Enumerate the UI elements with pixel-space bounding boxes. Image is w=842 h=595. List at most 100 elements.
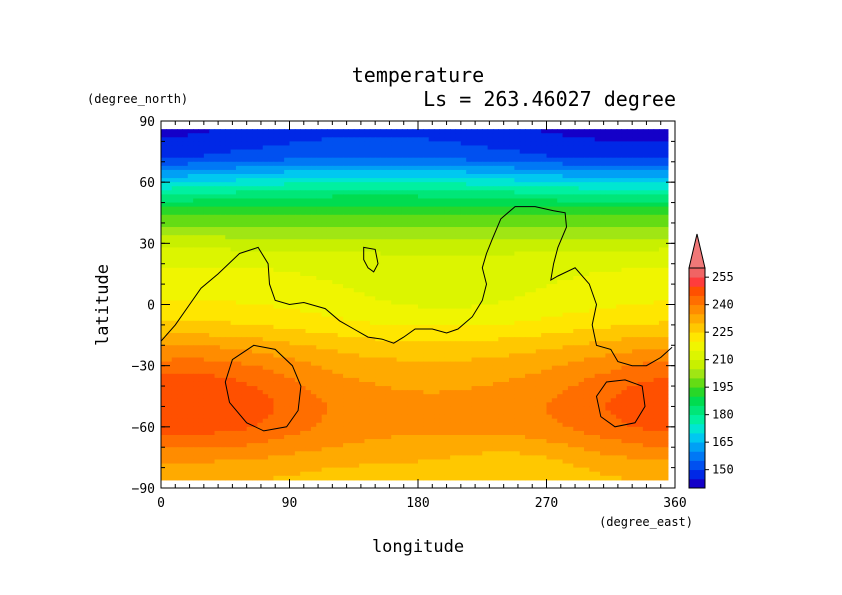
heatmap-cell xyxy=(476,129,483,134)
heatmap-cell xyxy=(273,182,280,187)
heatmap-cell xyxy=(219,284,226,289)
heatmap-cell xyxy=(492,300,499,306)
heatmap-cell xyxy=(546,133,553,138)
heatmap-cell xyxy=(466,169,473,175)
heatmap-cell xyxy=(396,210,403,216)
heatmap-cell xyxy=(562,153,569,159)
heatmap-cell xyxy=(450,174,457,179)
heatmap-cell xyxy=(235,316,242,322)
heatmap-cell xyxy=(385,169,392,175)
heatmap-cell xyxy=(444,133,451,138)
heatmap-cell xyxy=(262,182,269,187)
heatmap-cell xyxy=(509,235,515,240)
heatmap-cell xyxy=(492,288,499,293)
heatmap-cell xyxy=(193,284,200,289)
heatmap-cell xyxy=(375,300,382,306)
heatmap-cell xyxy=(557,222,564,228)
heatmap-cell xyxy=(551,235,558,240)
heatmap-cell xyxy=(439,341,446,346)
heatmap-cell xyxy=(434,300,441,306)
heatmap-cell xyxy=(391,243,398,249)
heatmap-cell xyxy=(214,194,221,200)
heatmap-cell xyxy=(241,312,248,318)
heatmap-cell xyxy=(316,292,323,297)
heatmap-cell xyxy=(289,153,296,159)
heatmap-cell xyxy=(632,169,639,175)
heatmap-cell xyxy=(530,275,537,281)
heatmap-cell xyxy=(268,222,275,228)
heatmap-cell xyxy=(353,169,360,175)
heatmap-cell xyxy=(177,149,184,155)
heatmap-cell xyxy=(353,288,360,293)
heatmap-cell xyxy=(653,190,660,195)
heatmap-cell xyxy=(418,169,424,175)
heatmap-cell xyxy=(171,210,178,216)
heatmap-cell xyxy=(412,296,419,302)
heatmap-cell xyxy=(321,312,328,318)
heatmap-cell xyxy=(594,304,601,310)
heatmap-cell xyxy=(610,337,617,342)
heatmap-cell xyxy=(653,186,660,191)
heatmap-cell xyxy=(177,133,184,138)
heatmap-cell xyxy=(193,328,200,334)
heatmap-cell xyxy=(337,206,344,212)
heatmap-cell xyxy=(359,218,366,224)
heatmap-cell xyxy=(492,182,499,187)
heatmap-cell xyxy=(284,235,291,240)
heatmap-cell xyxy=(321,304,328,310)
heatmap-cell xyxy=(391,324,398,330)
heatmap-cell xyxy=(300,337,307,342)
heatmap-cell xyxy=(198,129,205,134)
heatmap-cell xyxy=(326,169,333,175)
heatmap-cell xyxy=(214,304,221,310)
heatmap-cell xyxy=(594,308,601,314)
heatmap-cell xyxy=(498,337,505,342)
heatmap-cell xyxy=(466,214,473,220)
heatmap-cell xyxy=(412,312,419,318)
heatmap-cell xyxy=(235,243,242,249)
heatmap-cell xyxy=(235,165,242,171)
heatmap-cell xyxy=(343,337,349,342)
heatmap-cell xyxy=(664,288,669,293)
heatmap-cell xyxy=(278,292,285,297)
heatmap-cell xyxy=(509,214,515,220)
heatmap-cell xyxy=(343,202,349,208)
heatmap-cell xyxy=(289,341,296,346)
heatmap-cell xyxy=(353,271,360,277)
heatmap-cell xyxy=(407,267,414,273)
heatmap-cell xyxy=(369,255,376,261)
heatmap-cell xyxy=(557,328,564,334)
heatmap-cell xyxy=(294,312,301,318)
heatmap-cell xyxy=(509,133,515,138)
heatmap-cell xyxy=(503,194,510,200)
heatmap-cell xyxy=(268,235,275,240)
heatmap-cell xyxy=(487,284,494,289)
heatmap-cell xyxy=(289,280,296,285)
heatmap-cell xyxy=(476,210,483,216)
heatmap-cell xyxy=(268,239,275,244)
heatmap-cell xyxy=(551,198,558,204)
heatmap-cell xyxy=(466,235,473,240)
y-axis-units: (degree_north) xyxy=(87,92,188,106)
heatmap-cell xyxy=(407,178,414,183)
heatmap-cell xyxy=(203,239,210,244)
heatmap-cell xyxy=(492,333,499,338)
heatmap-cell xyxy=(375,231,382,236)
heatmap-cell xyxy=(241,296,248,302)
heatmap-cell xyxy=(530,222,537,228)
heatmap-cell xyxy=(428,206,435,212)
heatmap-cell xyxy=(310,194,317,200)
heatmap-cell xyxy=(316,231,323,236)
heatmap-cell xyxy=(391,227,398,232)
heatmap-cell xyxy=(632,165,639,171)
heatmap-cell xyxy=(166,210,173,216)
heatmap-cell xyxy=(450,292,457,297)
heatmap-cell xyxy=(171,239,178,244)
heatmap-cell xyxy=(268,292,275,297)
heatmap-cell xyxy=(262,218,269,224)
heatmap-cell xyxy=(401,239,408,244)
heatmap-cell xyxy=(332,206,339,212)
heatmap-cell xyxy=(578,333,585,338)
heatmap-cell xyxy=(246,263,253,269)
heatmap-cell xyxy=(557,161,564,167)
